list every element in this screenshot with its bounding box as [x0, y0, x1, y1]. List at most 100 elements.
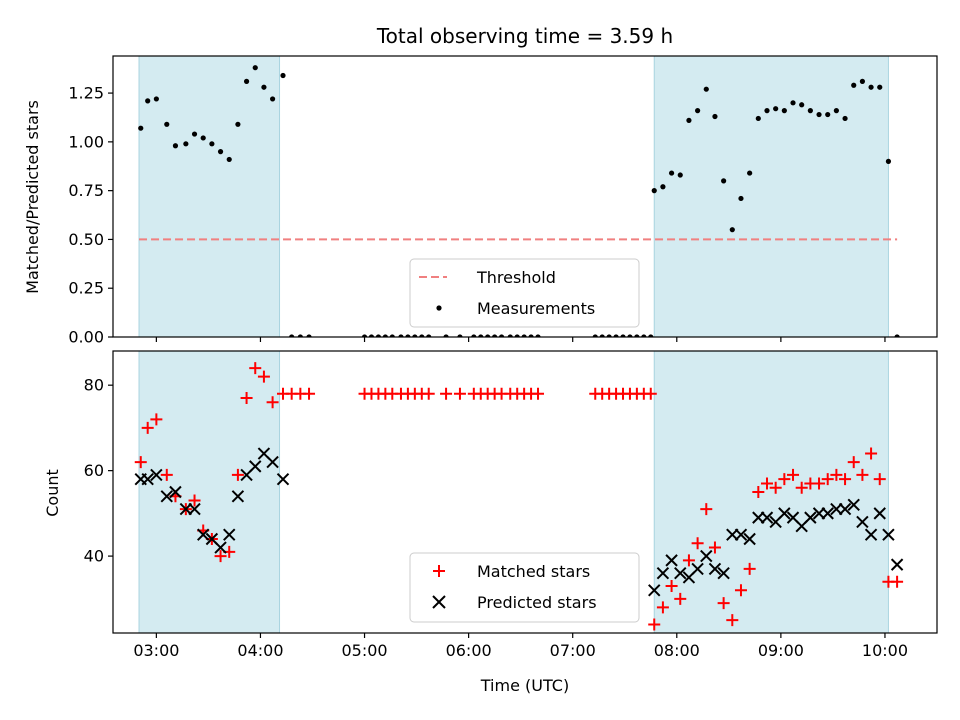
- top-shaded-span: [138, 56, 281, 337]
- measurement-point: [651, 188, 657, 194]
- top-y-axis-label: Matched/Predicted stars: [23, 100, 42, 294]
- matched-star-point: [856, 468, 869, 481]
- measurement-point: [781, 108, 787, 114]
- measurement-point: [164, 121, 170, 127]
- measurement-point: [894, 334, 900, 337]
- matched-star-point: [717, 597, 730, 610]
- matched-star-point: [665, 580, 678, 592]
- measurement-point: [729, 227, 735, 233]
- matched-star-point: [440, 387, 453, 400]
- matched-star-point: [303, 387, 316, 400]
- measurement-point: [382, 334, 388, 337]
- measurement-point: [833, 108, 839, 114]
- measurement-point: [498, 334, 505, 337]
- matched-star-point: [821, 473, 834, 486]
- measurement-point: [807, 108, 813, 114]
- matched-star-point: [752, 486, 765, 498]
- top-y-tick-label: 1.00: [68, 132, 104, 151]
- x-tick-label: 06:00: [446, 641, 492, 660]
- predicted-star-point: [873, 507, 886, 520]
- measurement-point: [703, 86, 709, 92]
- x-tick-label: 05:00: [341, 641, 387, 660]
- measurement-point: [634, 334, 640, 337]
- top-y-tick-label: 0.00: [68, 328, 104, 347]
- matched-star-point: [726, 614, 739, 627]
- top-legend: Threshold Measurements: [409, 258, 640, 328]
- measurement-point: [297, 334, 303, 337]
- bottom-y-tick-label: 80: [84, 376, 104, 395]
- measurement-point: [842, 115, 848, 122]
- bottom-shaded-span: [138, 351, 281, 633]
- matched-star-point: [795, 481, 808, 494]
- chart-title: Total observing time = 3.59 h: [376, 24, 673, 48]
- top-shaded-span: [653, 56, 889, 337]
- predicted-star-point: [214, 541, 227, 554]
- matched-star-point: [708, 541, 721, 554]
- measurement-point: [426, 334, 432, 337]
- measurement-point: [695, 108, 701, 114]
- predicted-star-point: [691, 562, 704, 576]
- matched-star-point: [249, 362, 262, 375]
- matched-star-point: [760, 477, 773, 490]
- bottom-y-tick-label: 40: [84, 547, 104, 566]
- legend-label: Measurements: [477, 299, 595, 318]
- matched-star-point: [644, 387, 657, 400]
- predicted-star-point: [249, 460, 262, 473]
- bottom-panel: 40 60 80 03:00 04:00 05:00 06:00 07:00 08:00 09:0…: [84, 350, 938, 660]
- measurement-point: [528, 334, 534, 337]
- matched-star-point: [674, 592, 687, 605]
- matched-star-point: [865, 447, 878, 460]
- measurement-point: [419, 334, 425, 337]
- measurement-point: [153, 96, 159, 102]
- measurement-point: [443, 334, 449, 337]
- measurement-point: [606, 334, 612, 337]
- measurement-point: [280, 72, 286, 79]
- x-tick-label: 07:00: [550, 641, 596, 660]
- measurement-point: [172, 143, 179, 149]
- matched-star-point: [787, 468, 800, 481]
- matched-star-point: [188, 494, 201, 507]
- top-axes-frame: [112, 55, 938, 338]
- measurement-point: [514, 334, 520, 337]
- matched-star-point: [422, 387, 435, 400]
- bottom-axes-frame: [112, 350, 938, 634]
- measurement-point: [851, 82, 857, 88]
- measurement-point: [200, 135, 206, 141]
- matched-star-point: [813, 477, 826, 490]
- measurement-point: [816, 111, 822, 118]
- measurement-point: [183, 141, 189, 147]
- matched-star-point: [240, 392, 253, 404]
- matched-star-point: [532, 387, 545, 400]
- measurement-point: [755, 115, 761, 122]
- top-y-tick-label: 0.50: [68, 230, 104, 249]
- predicted-star-point: [700, 549, 713, 563]
- measurement-point: [592, 334, 598, 337]
- predicted-star-point: [656, 566, 670, 580]
- top-y-tick-label: 0.75: [68, 181, 104, 200]
- legend-label: Matched stars: [477, 562, 590, 581]
- measurement-point: [535, 334, 541, 337]
- measurement-point: [773, 106, 779, 112]
- predicted-star-point: [150, 468, 163, 482]
- predicted-star-point: [778, 507, 791, 520]
- measurement-point: [521, 334, 527, 337]
- predicted-star-point: [882, 528, 895, 541]
- measurement-point: [405, 334, 411, 337]
- measurement-point: [492, 334, 498, 337]
- predicted-star-point: [708, 562, 722, 576]
- top-series-measurements: [138, 65, 900, 337]
- predicted-star-point: [648, 584, 661, 597]
- matched-star-point: [648, 618, 661, 631]
- matched-star-point: [266, 396, 279, 409]
- x-tick-label: 10:00: [862, 641, 908, 660]
- predicted-star-point: [717, 566, 730, 580]
- x-tick-label: 04:00: [237, 641, 283, 660]
- measurement-point: [368, 334, 375, 337]
- x-axis-label: Time (UTC): [480, 676, 569, 695]
- measurement-point: [859, 78, 866, 84]
- measurement-point: [261, 84, 267, 90]
- bottom-series-predicted-stars: [134, 447, 904, 597]
- measurement-point: [799, 102, 805, 108]
- measurement-point: [306, 334, 312, 337]
- predicted-star-point: [734, 528, 748, 541]
